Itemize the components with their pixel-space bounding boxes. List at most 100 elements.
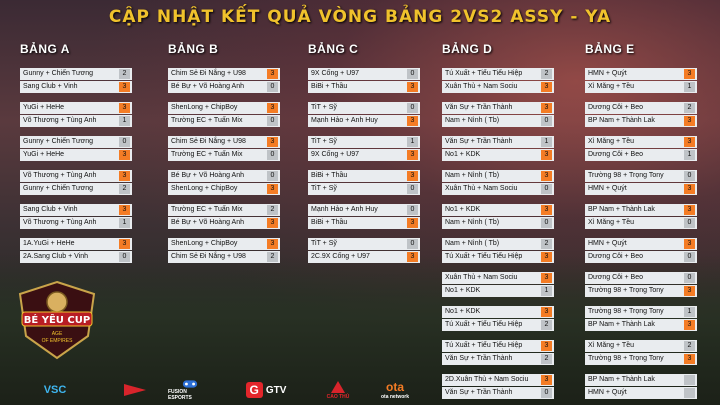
team-row: Chim Sẻ Đi Nắng + U98 3 bbox=[168, 136, 280, 148]
team-score: 3 bbox=[541, 103, 552, 113]
team-name: Dương Côi + Beo bbox=[588, 151, 643, 158]
team-row: ShenLong + ChipBoy 3 bbox=[168, 102, 280, 114]
team-score: 1 bbox=[541, 286, 552, 296]
team-row: BP Nam + Thành Lak 3 bbox=[585, 115, 697, 127]
team-score: 0 bbox=[684, 273, 695, 283]
team-name: 2D.Xuân Thủ + Nam Sociu bbox=[445, 376, 529, 383]
team-row: HMN + Quýt 3 bbox=[585, 238, 697, 250]
team-name: ShenLong + ChipBoy bbox=[171, 185, 238, 192]
team-name: Xuân Thủ + Nam Sociu bbox=[445, 274, 518, 281]
match-card: BP Nam + Thành Lak 3 Xì Măng + Tều 0 bbox=[585, 204, 697, 230]
match-card: Bé Bự + Võ Hoàng Anh 0 ShenLong + ChipBoy 3 bbox=[168, 170, 280, 196]
team-name: Gunny + Chiến Tương bbox=[23, 185, 94, 192]
team-score: 3 bbox=[541, 171, 552, 181]
match-card: 2D.Xuân Thủ + Nam Sociu 3 Văn Sự + Trần Th… bbox=[442, 374, 554, 400]
team-row: Trường 98 + Trọng Tony 3 bbox=[585, 353, 697, 365]
team-name: Trường 98 + Trọng Tony bbox=[588, 287, 664, 294]
match-card: Văn Sự + Trần Thành 1 No1 + KDK 3 bbox=[442, 136, 554, 162]
match-card: Trường 98 + Trọng Tony 0 HMN + Quýt 3 bbox=[585, 170, 697, 196]
team-score: 0 bbox=[407, 103, 418, 113]
match-card: Chim Sẻ Đi Nắng + U98 3 Bé Bự + Võ Hoàng A… bbox=[168, 68, 280, 94]
team-score: 3 bbox=[541, 307, 552, 317]
team-row: Xì Măng + Tều 2 bbox=[585, 340, 697, 352]
team-score: 2 bbox=[267, 252, 278, 262]
match-card: Dương Côi + Beo 0 Trường 98 + Trọng Tony 3 bbox=[585, 272, 697, 298]
team-row: BiBi + Thầu 3 bbox=[308, 81, 420, 93]
team-row: Tú Xuất + Tiểu Tiểu Hiệp 3 bbox=[442, 340, 554, 352]
team-score: 3 bbox=[119, 239, 130, 249]
team-row: 2A.Sang Club + Vinh 0 bbox=[20, 251, 132, 263]
team-score: 3 bbox=[684, 184, 695, 194]
team-name: Dương Côi + Beo bbox=[588, 253, 643, 260]
team-name: Tú Xuất + Tiểu Tiểu Hiệp bbox=[445, 321, 523, 328]
team-score: 3 bbox=[684, 239, 695, 249]
team-name: Dương Côi + Beo bbox=[588, 104, 643, 111]
team-score: 3 bbox=[119, 103, 130, 113]
team-score: 3 bbox=[119, 171, 130, 181]
team-name: Xuân Thủ + Nam Sociu bbox=[445, 185, 518, 192]
sponsor-red-logo bbox=[118, 379, 152, 401]
team-name: Xì Măng + Tều bbox=[588, 83, 634, 90]
team-row: Trường EC + Tuấn Mix 0 bbox=[168, 149, 280, 161]
match-card: Gunny + Chiến Tương 0 YuGi + HeHe 3 bbox=[20, 136, 132, 162]
team-row: Tú Xuất + Tiểu Tiểu Hiệp 2 bbox=[442, 319, 554, 331]
team-name: 2C.9X Cống + U97 bbox=[311, 253, 370, 260]
match-card: Xuân Thủ + Nam Sociu 3 No1 + KDK 1 bbox=[442, 272, 554, 298]
team-row: Xì Măng + Tều 0 bbox=[585, 217, 697, 229]
team-score: 3 bbox=[684, 286, 695, 296]
team-row: No1 + KDK 3 bbox=[442, 149, 554, 161]
team-score: 2 bbox=[119, 69, 130, 79]
group-heading: BẢNG A bbox=[20, 42, 70, 56]
team-score: 3 bbox=[407, 82, 418, 92]
team-score: 3 bbox=[541, 341, 552, 351]
team-name: No1 + KDK bbox=[445, 206, 481, 213]
team-name: Dương Côi + Beo bbox=[588, 274, 643, 281]
team-name: YuGi + HeHe bbox=[23, 104, 65, 111]
team-name: Chim Sẻ Đi Nắng + U98 bbox=[171, 138, 246, 145]
sponsor-ota-logo: ota ota network bbox=[380, 380, 410, 400]
team-score: 3 bbox=[407, 150, 418, 160]
team-name: Văn Sự + Trần Thành bbox=[445, 104, 513, 111]
team-score: 0 bbox=[119, 137, 130, 147]
team-name: Võ Thương + Tùng Anh bbox=[23, 117, 97, 124]
team-row: TiT + Sỹ 0 bbox=[308, 183, 420, 195]
team-row: Tú Xuất + Tiểu Tiểu Hiệp 3 bbox=[442, 251, 554, 263]
team-score: 1 bbox=[119, 116, 130, 126]
match-card: Tú Xuất + Tiểu Tiểu Hiệp 2 Xuân Thủ + Nam … bbox=[442, 68, 554, 94]
team-score: 0 bbox=[407, 69, 418, 79]
sponsor-fusion-logo: FUSION ESPORTS bbox=[168, 379, 212, 401]
team-score: 0 bbox=[541, 388, 552, 398]
team-name: No1 + KDK bbox=[445, 308, 481, 315]
team-name: TiT + Sỹ bbox=[311, 185, 337, 192]
team-row: Gunny + Chiến Tương 0 bbox=[20, 136, 132, 148]
match-card: HMN + Quýt 3 Xì Măng + Tều 1 bbox=[585, 68, 697, 94]
team-score: 3 bbox=[684, 116, 695, 126]
team-score: 0 bbox=[684, 252, 695, 262]
team-name: TiT + Sỹ bbox=[311, 104, 337, 111]
team-score: 3 bbox=[684, 69, 695, 79]
team-row: Văn Sự + Trần Thành 3 bbox=[442, 102, 554, 114]
team-row: Xì Măng + Tều 3 bbox=[585, 136, 697, 148]
match-card: BiBi + Thầu 3 TiT + Sỹ 0 bbox=[308, 170, 420, 196]
team-name: HMN + Quýt bbox=[588, 185, 627, 192]
team-name: BP Nam + Thành Lak bbox=[588, 206, 655, 213]
team-score: 2 bbox=[541, 354, 552, 364]
team-row: Tú Xuất + Tiểu Tiểu Hiệp 2 bbox=[442, 68, 554, 80]
team-name: Sang Club + Vinh bbox=[23, 206, 78, 213]
team-name: Chim Sẻ Đi Nắng + U98 bbox=[171, 70, 246, 77]
team-row: Văn Sự + Trần Thành 0 bbox=[442, 387, 554, 399]
team-name: Sang Club + Vinh bbox=[23, 83, 78, 90]
match-card: 1A.YuGi + HeHe 3 2A.Sang Club + Vinh 0 bbox=[20, 238, 132, 264]
team-row: 2D.Xuân Thủ + Nam Sociu 3 bbox=[442, 374, 554, 386]
team-score: 0 bbox=[407, 205, 418, 215]
team-score: 3 bbox=[119, 205, 130, 215]
team-score: 3 bbox=[684, 320, 695, 330]
team-score: 3 bbox=[267, 103, 278, 113]
team-name: 9X Cống + U97 bbox=[311, 70, 360, 77]
team-score: 0 bbox=[684, 218, 695, 228]
team-name: Xì Măng + Tều bbox=[588, 342, 634, 349]
team-name: No1 + KDK bbox=[445, 287, 481, 294]
match-card: Gunny + Chiến Tương 2 Sang Club + Vinh 3 bbox=[20, 68, 132, 94]
team-score: 3 bbox=[684, 205, 695, 215]
team-score: 3 bbox=[541, 150, 552, 160]
